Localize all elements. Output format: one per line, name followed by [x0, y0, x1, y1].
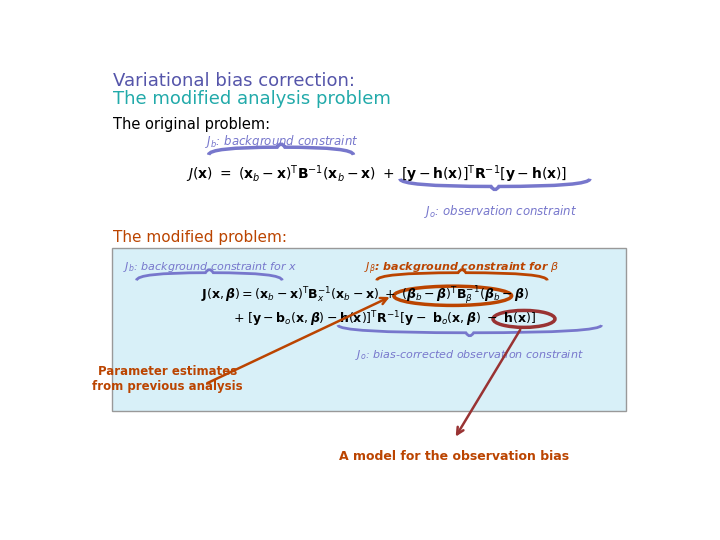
Text: Parameter estimates
from previous analysis: Parameter estimates from previous analys… — [92, 365, 243, 393]
Text: $J_o$: observation constraint: $J_o$: observation constraint — [424, 204, 577, 220]
Text: $J_b$: background constraint for x: $J_b$: background constraint for x — [123, 260, 297, 274]
Text: $J_\beta$: background constraint for $\beta$: $J_\beta$: background constraint for $\b… — [364, 260, 559, 277]
Text: The original problem:: The original problem: — [113, 117, 271, 132]
Text: $J_o$: bias-corrected observation constraint: $J_o$: bias-corrected observation constr… — [356, 348, 584, 362]
Text: $J_b$: background constraint: $J_b$: background constraint — [205, 132, 359, 150]
FancyBboxPatch shape — [112, 248, 626, 411]
Text: $J(\mathbf{x})\ =\ (\mathbf{x}_b - \mathbf{x})^\mathsf{T}\mathbf{B}^{-1}(\mathbf: $J(\mathbf{x})\ =\ (\mathbf{x}_b - \math… — [186, 163, 567, 185]
Text: $\mathbf{J}(\mathbf{x},\boldsymbol{\beta}) = (\mathbf{x}_b - \mathbf{x})^\mathsf: $\mathbf{J}(\mathbf{x},\boldsymbol{\beta… — [201, 285, 529, 307]
Text: Variational bias correction:: Variational bias correction: — [113, 72, 355, 91]
Text: The modified analysis problem: The modified analysis problem — [113, 90, 391, 108]
Text: The modified problem:: The modified problem: — [113, 230, 287, 245]
Text: A model for the observation bias: A model for the observation bias — [339, 450, 570, 463]
Text: $+\ [\mathbf{y} - \mathbf{b}_o(\mathbf{x},\boldsymbol{\beta}) - \mathbf{h}(\math: $+\ [\mathbf{y} - \mathbf{b}_o(\mathbf{x… — [233, 309, 536, 329]
